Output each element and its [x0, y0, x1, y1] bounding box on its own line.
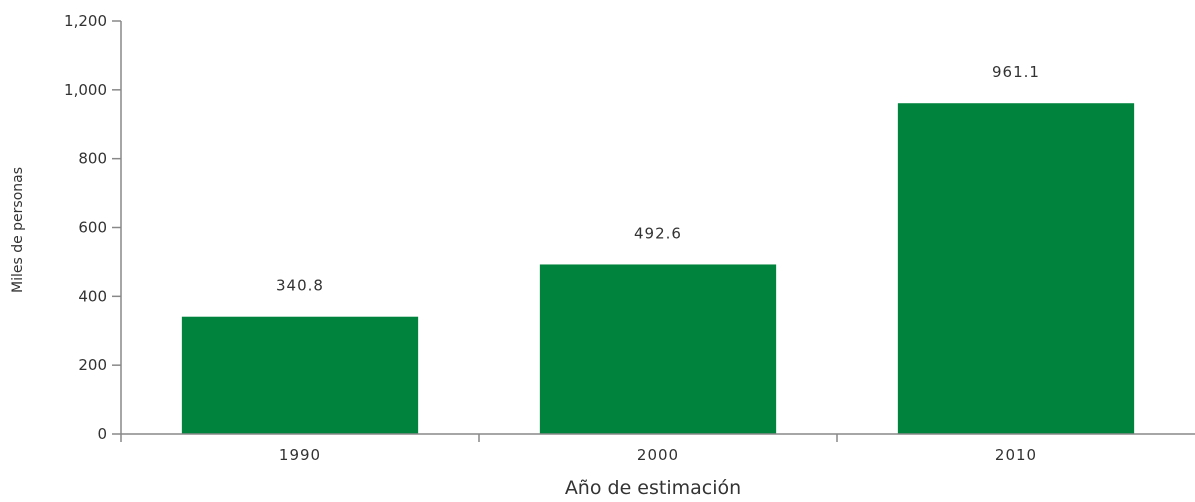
- x-axis-title: Año de estimación: [565, 477, 741, 499]
- bar-value-labels: 340.8 492.6 961.1: [276, 63, 1040, 295]
- bars-group: [181, 103, 1135, 434]
- y-tick-label: 1,000: [64, 81, 107, 99]
- y-axis-ticks: 0 200 400 600 800 1,000 1,200: [64, 12, 121, 443]
- x-axis-ticks: 1990 2000 2010: [120, 434, 1037, 464]
- bar-value-label: 961.1: [992, 63, 1040, 81]
- bar-2000: [539, 264, 777, 434]
- bar-value-label: 340.8: [276, 277, 324, 295]
- y-tick-label: 400: [78, 287, 107, 305]
- y-axis-title: Miles de personas: [10, 167, 26, 293]
- y-tick-label: 1,200: [64, 12, 107, 30]
- bar-1990: [181, 316, 419, 434]
- x-tick-label: 2010: [995, 446, 1037, 464]
- y-tick-label: 0: [97, 425, 107, 443]
- x-tick-label: 2000: [637, 446, 679, 464]
- bar-value-label: 492.6: [634, 224, 682, 242]
- y-tick-label: 800: [78, 150, 107, 168]
- y-tick-label: 600: [78, 219, 107, 237]
- x-tick-label: 1990: [279, 446, 321, 464]
- y-tick-label: 200: [78, 356, 107, 374]
- bar-2010: [897, 103, 1135, 434]
